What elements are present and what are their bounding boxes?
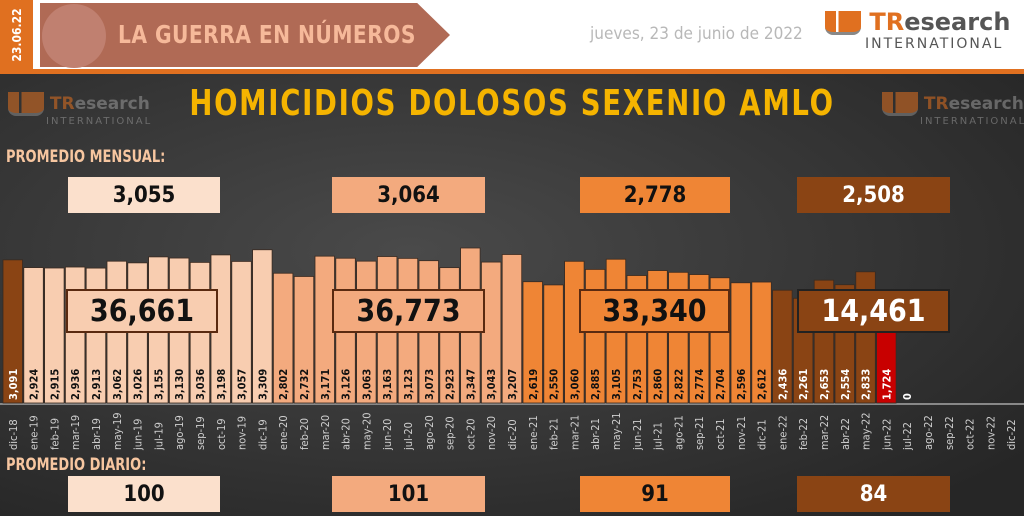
tresearch-logo: TResearch INTERNATIONAL	[825, 8, 1010, 52]
monthly-avg-2020: 3,064	[332, 177, 485, 213]
chart-title: HOMICIDIOS DOLOSOS SEXENIO AMLO	[189, 83, 835, 124]
banner	[40, 3, 450, 67]
total-2022: 14,461	[797, 289, 950, 333]
monthly-avg-2022: 2,508	[797, 177, 950, 213]
daily-avg-2019: 100	[68, 476, 220, 512]
header: 23.06.22 LA GUERRA EN NÚMEROS jueves, 23…	[0, 0, 1024, 70]
monthly-avg-label: PROMEDIO MENSUAL:	[6, 147, 166, 167]
divider	[0, 69, 1024, 74]
daily-avg-2022: 84	[797, 476, 950, 512]
daily-avg-2020: 101	[332, 476, 485, 512]
chart-logo-icon	[8, 92, 44, 116]
total-2020: 36,773	[332, 289, 485, 333]
daily-avg-label: PROMEDIO DIARIO:	[6, 455, 147, 475]
date-text: jueves, 23 de junio de 2022	[590, 24, 803, 44]
monthly-avg-2019: 3,055	[68, 177, 220, 213]
total-2019: 36,661	[66, 289, 218, 333]
monthly-avg-2021: 2,778	[580, 177, 730, 213]
watermark-logo-right: TResearch INTERNATIONAL	[882, 92, 1024, 127]
daily-avg-2021: 91	[580, 476, 730, 512]
date-tab: 23.06.22	[0, 0, 33, 70]
banner-title: LA GUERRA EN NÚMEROS	[118, 20, 416, 49]
chart-logo-icon	[882, 92, 918, 116]
watermark-logo-left: TResearch INTERNATIONAL	[8, 92, 152, 127]
mexico-map-icon	[42, 4, 106, 68]
total-2021: 33,340	[579, 289, 730, 333]
date-tab-text: 23.06.22	[9, 8, 24, 62]
chart-logo-icon	[825, 11, 861, 35]
